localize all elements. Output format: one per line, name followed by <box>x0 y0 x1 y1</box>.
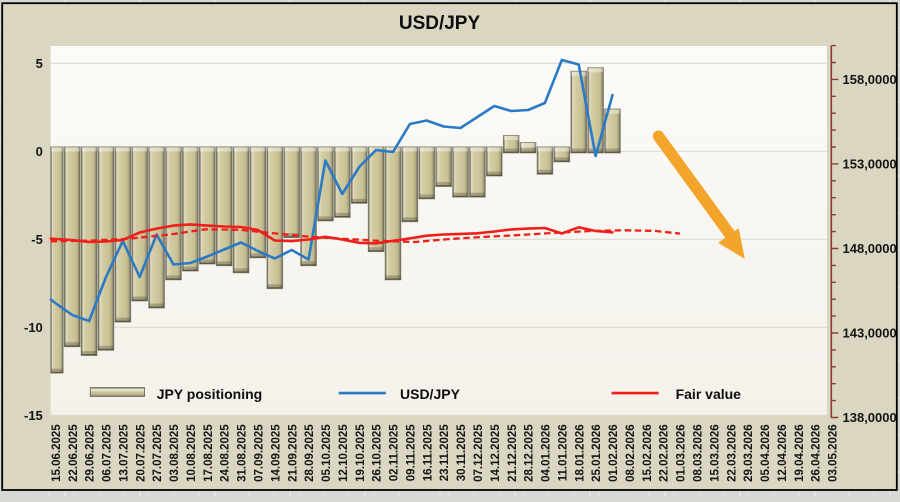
svg-text:07.09.2025: 07.09.2025 <box>254 424 266 482</box>
svg-text:18.01.2026: 18.01.2026 <box>574 424 586 482</box>
svg-text:26.04.2026: 26.04.2026 <box>811 424 823 482</box>
svg-text:12.10.2025: 12.10.2025 <box>338 424 350 482</box>
svg-text:13.07.2025: 13.07.2025 <box>118 424 130 482</box>
svg-text:03.08.2025: 03.08.2025 <box>169 424 181 482</box>
svg-text:22.06.2025: 22.06.2025 <box>68 424 80 482</box>
svg-text:138,0000: 138,0000 <box>843 410 897 425</box>
svg-text:14.09.2025: 14.09.2025 <box>270 424 282 482</box>
svg-text:USD/JPY: USD/JPY <box>400 386 461 402</box>
svg-text:15.06.2025: 15.06.2025 <box>51 424 63 482</box>
svg-text:-10: -10 <box>24 320 43 335</box>
svg-text:10.08.2025: 10.08.2025 <box>186 424 198 482</box>
svg-text:01.02.2026: 01.02.2026 <box>608 424 620 482</box>
svg-text:09.11.2025: 09.11.2025 <box>406 424 418 482</box>
svg-text:02.11.2025: 02.11.2025 <box>389 424 401 482</box>
svg-text:23.11.2025: 23.11.2025 <box>439 424 451 482</box>
svg-text:15.02.2026: 15.02.2026 <box>642 424 654 482</box>
svg-text:148,0000: 148,0000 <box>843 241 897 256</box>
svg-text:14.12.2025: 14.12.2025 <box>490 424 502 482</box>
svg-text:08.02.2026: 08.02.2026 <box>625 424 637 482</box>
svg-text:31.08.2025: 31.08.2025 <box>237 424 249 482</box>
svg-text:30.11.2025: 30.11.2025 <box>456 424 468 482</box>
svg-text:29.03.2026: 29.03.2026 <box>743 424 755 482</box>
svg-text:Fair value: Fair value <box>676 386 742 402</box>
svg-text:11.01.2026: 11.01.2026 <box>557 424 569 481</box>
svg-text:29.06.2025: 29.06.2025 <box>85 424 97 482</box>
svg-text:08.03.2026: 08.03.2026 <box>693 424 705 482</box>
svg-text:26.10.2025: 26.10.2025 <box>372 424 384 482</box>
svg-text:17.08.2025: 17.08.2025 <box>203 424 215 482</box>
svg-text:21.12.2025: 21.12.2025 <box>507 424 519 482</box>
svg-text:143,0000: 143,0000 <box>843 326 897 341</box>
svg-text:22.02.2026: 22.02.2026 <box>659 424 671 482</box>
svg-text:12.04.2026: 12.04.2026 <box>777 424 789 482</box>
svg-text:JPY positioning: JPY positioning <box>157 386 263 402</box>
svg-text:19.10.2025: 19.10.2025 <box>355 424 367 482</box>
svg-text:04.01.2026: 04.01.2026 <box>541 424 553 482</box>
svg-text:22.03.2026: 22.03.2026 <box>726 424 738 482</box>
svg-text:24.08.2025: 24.08.2025 <box>220 424 232 482</box>
svg-text:16.11.2025: 16.11.2025 <box>422 424 434 482</box>
svg-text:15.03.2026: 15.03.2026 <box>709 424 721 482</box>
svg-text:153,0000: 153,0000 <box>843 157 897 172</box>
svg-text:05.10.2025: 05.10.2025 <box>321 424 333 482</box>
svg-text:5: 5 <box>36 56 43 71</box>
svg-text:28.09.2025: 28.09.2025 <box>304 424 316 482</box>
svg-text:-5: -5 <box>31 232 43 247</box>
svg-text:20.07.2025: 20.07.2025 <box>135 424 147 482</box>
svg-text:27.07.2025: 27.07.2025 <box>152 424 164 482</box>
svg-text:01.03.2026: 01.03.2026 <box>676 424 688 482</box>
svg-text:0: 0 <box>36 144 43 159</box>
svg-text:28.12.2025: 28.12.2025 <box>524 424 536 482</box>
svg-text:07.12.2025: 07.12.2025 <box>473 424 485 482</box>
svg-text:21.09.2025: 21.09.2025 <box>287 424 299 482</box>
svg-text:19.04.2026: 19.04.2026 <box>794 424 806 482</box>
svg-text:05.04.2026: 05.04.2026 <box>760 424 772 482</box>
svg-text:06.07.2025: 06.07.2025 <box>102 424 114 482</box>
svg-text:USD/JPY: USD/JPY <box>399 13 481 34</box>
svg-text:03.05.2026: 03.05.2026 <box>828 424 840 482</box>
svg-text:25.01.2026: 25.01.2026 <box>591 424 603 482</box>
svg-text:-15: -15 <box>24 408 43 423</box>
svg-text:158,0000: 158,0000 <box>843 72 897 87</box>
